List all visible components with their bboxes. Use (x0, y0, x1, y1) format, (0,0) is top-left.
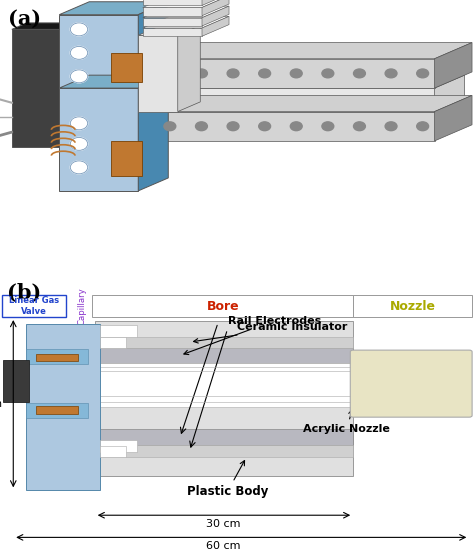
FancyBboxPatch shape (2, 295, 66, 317)
FancyBboxPatch shape (92, 295, 353, 317)
Text: (a): (a) (8, 9, 41, 29)
Text: (b): (b) (7, 283, 41, 302)
FancyBboxPatch shape (95, 336, 353, 348)
Polygon shape (138, 43, 472, 59)
Text: Nozzle: Nozzle (389, 300, 436, 312)
Polygon shape (435, 43, 472, 88)
Circle shape (259, 69, 271, 78)
FancyBboxPatch shape (95, 321, 353, 476)
FancyBboxPatch shape (100, 440, 137, 452)
FancyBboxPatch shape (95, 444, 353, 457)
Circle shape (70, 47, 88, 59)
Circle shape (164, 69, 176, 78)
Polygon shape (12, 29, 63, 147)
Text: Plastic Body: Plastic Body (187, 460, 268, 498)
Polygon shape (143, 17, 229, 28)
Text: Linear Gas
Valve: Linear Gas Valve (9, 296, 59, 316)
FancyBboxPatch shape (100, 336, 126, 348)
Polygon shape (143, 28, 202, 36)
Text: Capillary: Capillary (77, 287, 86, 325)
FancyBboxPatch shape (95, 363, 353, 407)
Polygon shape (143, 0, 229, 7)
Polygon shape (12, 23, 78, 29)
Circle shape (164, 122, 176, 131)
FancyBboxPatch shape (26, 324, 100, 490)
Polygon shape (138, 111, 435, 141)
FancyBboxPatch shape (26, 403, 88, 418)
FancyBboxPatch shape (95, 348, 353, 363)
Circle shape (70, 23, 88, 36)
Polygon shape (110, 53, 142, 82)
Circle shape (259, 122, 271, 131)
Polygon shape (59, 75, 168, 88)
Circle shape (354, 69, 365, 78)
Polygon shape (143, 7, 202, 16)
Polygon shape (138, 75, 168, 191)
Polygon shape (143, 6, 229, 18)
Text: Acrylic Nozzle: Acrylic Nozzle (303, 410, 390, 434)
Circle shape (70, 137, 88, 150)
Polygon shape (202, 0, 229, 6)
Circle shape (70, 161, 88, 174)
Polygon shape (138, 88, 435, 111)
FancyBboxPatch shape (26, 349, 88, 365)
Polygon shape (138, 95, 472, 111)
Polygon shape (143, 18, 202, 26)
Circle shape (195, 69, 207, 78)
Polygon shape (202, 6, 229, 26)
Polygon shape (138, 35, 178, 111)
Circle shape (70, 70, 88, 83)
Polygon shape (435, 95, 472, 141)
Circle shape (227, 69, 239, 78)
FancyBboxPatch shape (353, 295, 472, 317)
Polygon shape (143, 0, 202, 6)
FancyBboxPatch shape (350, 350, 472, 417)
Circle shape (227, 122, 239, 131)
Circle shape (70, 117, 88, 130)
Polygon shape (202, 17, 229, 36)
Text: Bore: Bore (207, 300, 239, 312)
Circle shape (290, 69, 302, 78)
Polygon shape (110, 141, 142, 176)
Polygon shape (59, 88, 138, 191)
Circle shape (385, 122, 397, 131)
FancyBboxPatch shape (100, 446, 126, 457)
Polygon shape (59, 2, 168, 15)
Circle shape (322, 122, 334, 131)
Polygon shape (138, 25, 200, 35)
Polygon shape (435, 75, 465, 111)
Polygon shape (138, 2, 168, 88)
FancyBboxPatch shape (36, 406, 78, 414)
Circle shape (385, 69, 397, 78)
Circle shape (322, 69, 334, 78)
Polygon shape (59, 15, 138, 88)
Text: Ceramic Insulator: Ceramic Insulator (193, 322, 347, 343)
Polygon shape (138, 59, 435, 88)
FancyBboxPatch shape (36, 353, 78, 361)
Circle shape (417, 122, 428, 131)
FancyBboxPatch shape (95, 429, 353, 444)
FancyBboxPatch shape (100, 325, 137, 336)
Text: 20cm: 20cm (0, 399, 2, 409)
Text: 30 cm: 30 cm (206, 519, 240, 529)
Polygon shape (178, 25, 200, 111)
FancyBboxPatch shape (3, 360, 29, 402)
Circle shape (417, 69, 428, 78)
Polygon shape (63, 23, 78, 147)
Circle shape (354, 122, 365, 131)
Polygon shape (138, 75, 465, 88)
Circle shape (195, 122, 207, 131)
Text: Rail Electrodes: Rail Electrodes (184, 316, 321, 355)
Circle shape (290, 122, 302, 131)
Text: 60 cm: 60 cm (206, 541, 240, 551)
Polygon shape (202, 0, 229, 16)
